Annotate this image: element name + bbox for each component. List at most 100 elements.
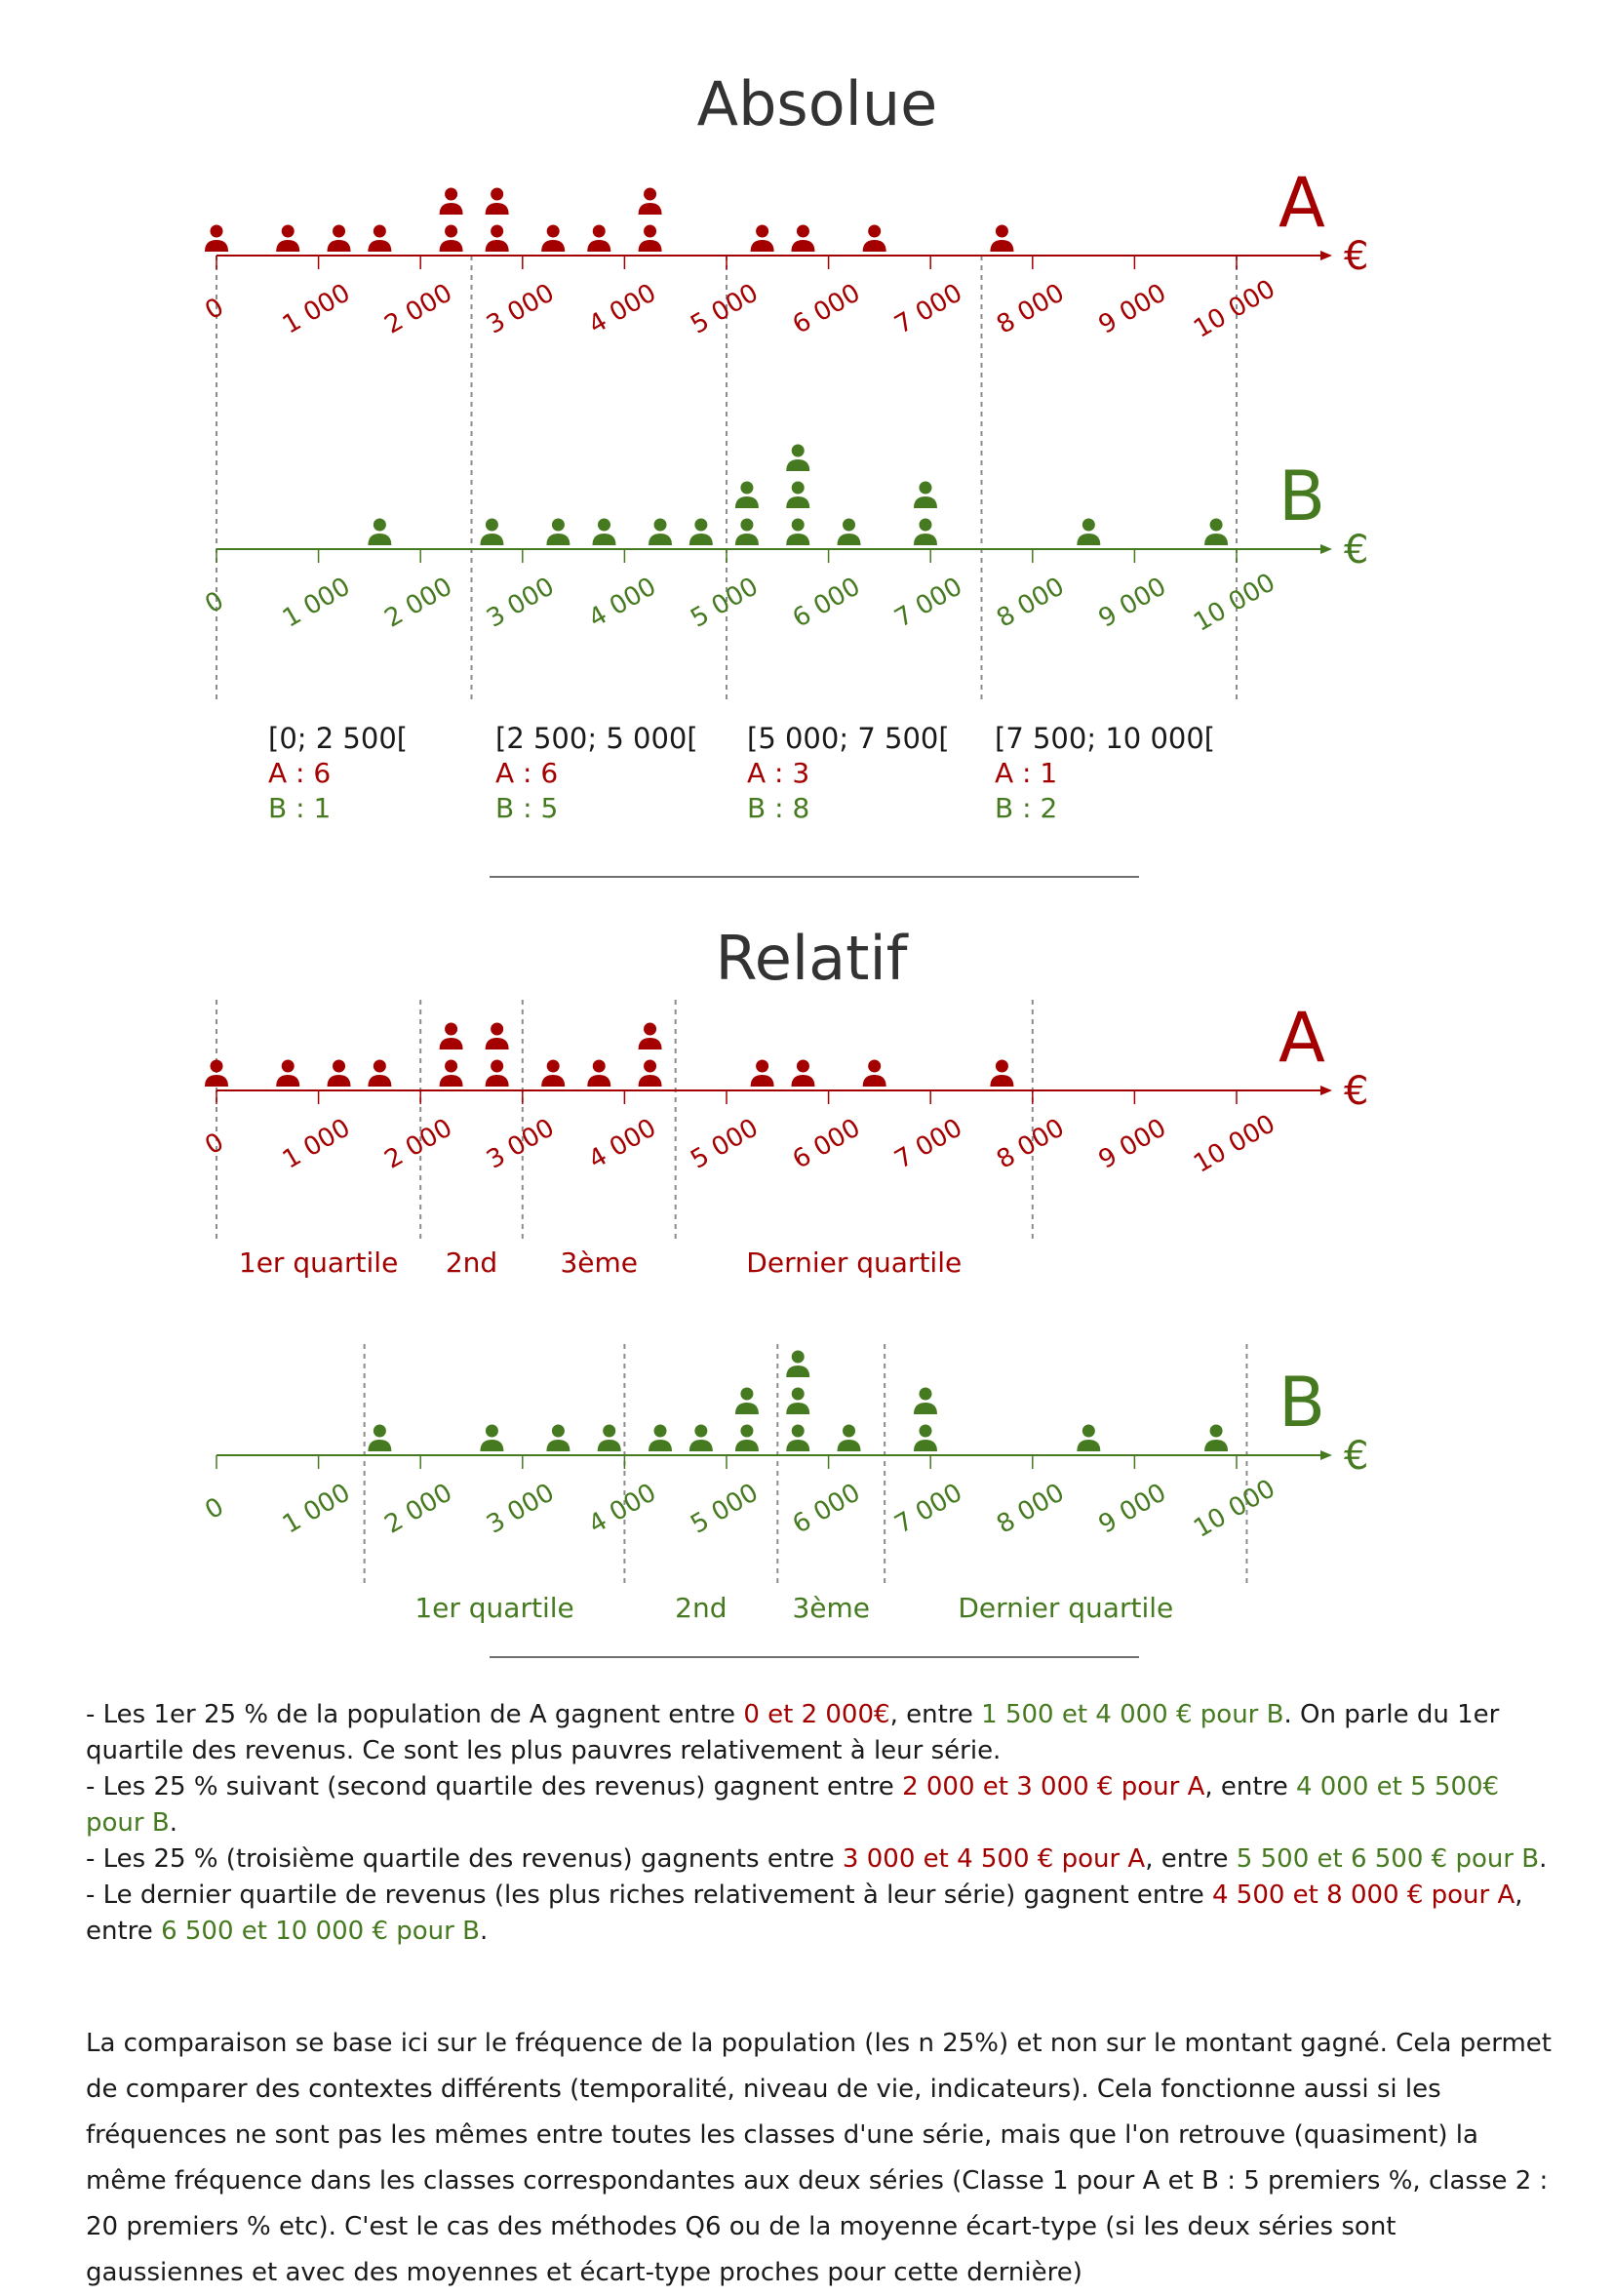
class-count-a: A : 6 xyxy=(268,757,331,789)
tick-label: 0 xyxy=(200,293,228,326)
person-icon xyxy=(734,1387,759,1414)
person-icon xyxy=(368,1059,392,1087)
person-icon xyxy=(597,1424,621,1451)
tick-label: 1 000 xyxy=(278,278,355,339)
axis-arrow xyxy=(1320,1450,1332,1460)
person-icon xyxy=(587,224,611,252)
person-icon xyxy=(546,518,570,545)
person-icon xyxy=(734,518,759,545)
tick-label: 0 xyxy=(200,1492,228,1525)
class-count-b: B : 1 xyxy=(268,792,331,824)
tick-label: 7 000 xyxy=(889,572,966,633)
class-summary: [0; 2 500[A : 6B : 1 xyxy=(268,722,408,824)
person-icon xyxy=(791,1059,815,1087)
tick-label: 8 000 xyxy=(992,278,1069,339)
person-icon xyxy=(734,481,759,508)
person-icon xyxy=(1077,518,1101,545)
class-count-b: B : 8 xyxy=(747,792,809,824)
class-count-b: B : 2 xyxy=(995,792,1057,824)
tick-label: 8 000 xyxy=(992,1478,1069,1539)
person-icon xyxy=(485,224,509,252)
person-icon xyxy=(688,518,713,545)
person-icon xyxy=(587,1059,611,1087)
person-icon xyxy=(913,481,937,508)
person-icon xyxy=(750,1059,774,1087)
person-icon xyxy=(541,224,566,252)
person-icon xyxy=(786,1424,810,1451)
explanation-line-4: - Le dernier quartile de revenus (les pl… xyxy=(86,1880,1523,1946)
series-a-row: €0 1 000 2 000 3 000 4 000 5 000 6 000 7 000 8 0… xyxy=(200,163,1368,344)
person-icon xyxy=(485,1059,509,1087)
quartile-explanation: - Les 1er 25 % de la population de A gag… xyxy=(86,1697,1558,1950)
person-icon xyxy=(638,1022,662,1049)
person-icon xyxy=(439,1022,463,1049)
person-icon xyxy=(913,1424,937,1451)
person-icon xyxy=(485,1022,509,1049)
tick-label: 1 000 xyxy=(278,572,355,633)
person-icon xyxy=(276,1059,300,1087)
tick-label: 8 000 xyxy=(992,1113,1069,1174)
tick-label: 4 000 xyxy=(584,278,661,339)
class-range: [5 000; 7 500[ xyxy=(747,722,950,755)
tick-label: 2 000 xyxy=(379,572,456,633)
tick-label: 4 000 xyxy=(584,1113,661,1174)
tick-label: 3 000 xyxy=(482,1478,559,1539)
range-a-q2: 2 000 et 3 000 € pour A xyxy=(902,1772,1205,1801)
class-count-a: A : 3 xyxy=(747,757,809,789)
absolute-title: Absolue xyxy=(697,68,938,139)
person-icon xyxy=(837,518,861,545)
range-b-q2: 4 000 et 5 500€ pour B xyxy=(86,1772,1500,1838)
person-icon xyxy=(990,224,1014,252)
tick-label: 7 000 xyxy=(889,278,966,339)
class-range: [2 500; 5 000[ xyxy=(495,722,698,755)
range-a-q4: 4 500 et 8 000 € pour A xyxy=(1211,1880,1515,1910)
range-b-q3: 5 500 et 6 500 € pour B xyxy=(1236,1844,1540,1874)
tick-label: 7 000 xyxy=(889,1478,966,1539)
tick-label: 6 000 xyxy=(788,572,865,633)
quartile-label-b: 2nd xyxy=(675,1592,727,1624)
tick-label: 5 000 xyxy=(686,1113,763,1174)
tick-label: 5 000 xyxy=(686,572,763,633)
person-icon xyxy=(327,224,351,252)
quartile-label-a: 1er quartile xyxy=(239,1247,398,1279)
income-distribution-figure: Absolue €0 1 000 2 000 3 000 4 000 5 000 6 000 7… xyxy=(200,68,1368,1658)
series-a-label: A xyxy=(1279,163,1325,243)
tick-label: 7 000 xyxy=(889,1113,966,1174)
series-b-row: €0 1 000 2 000 3 000 4 000 5 000 6 000 7 000 8 0… xyxy=(200,444,1368,638)
person-icon xyxy=(786,1350,810,1377)
series-b-label: B xyxy=(1279,456,1325,536)
range-b-q4: 6 500 et 10 000 € pour B xyxy=(161,1917,480,1946)
range-b-q1: 1 500 et 4 000 € pour B xyxy=(981,1700,1284,1729)
series-a-relative-label: A xyxy=(1279,998,1325,1078)
tick-label: 3 000 xyxy=(482,1113,559,1174)
person-icon xyxy=(649,1424,673,1451)
explanation-line-1: - Les 1er 25 % de la population de A gag… xyxy=(86,1700,1500,1765)
person-icon xyxy=(480,518,504,545)
tick-label: 8 000 xyxy=(992,572,1069,633)
tick-label: 9 000 xyxy=(1094,1113,1171,1174)
axis-arrow xyxy=(1320,544,1332,554)
person-icon xyxy=(990,1059,1014,1087)
tick-label: 6 000 xyxy=(788,278,865,339)
tick-label: 9 000 xyxy=(1094,278,1171,339)
person-icon xyxy=(439,224,463,252)
tick-label: 0 xyxy=(200,586,228,619)
class-range: [0; 2 500[ xyxy=(268,722,408,755)
person-icon xyxy=(786,518,810,545)
person-icon xyxy=(485,187,509,215)
person-icon xyxy=(1204,518,1229,545)
person-icon xyxy=(913,518,937,545)
tick-label: 3 000 xyxy=(482,278,559,339)
person-icon xyxy=(638,187,662,215)
person-icon xyxy=(592,518,616,545)
class-count-b: B : 5 xyxy=(495,792,558,824)
class-summary: [7 500; 10 000[A : 1B : 2 xyxy=(995,722,1215,824)
class-count-a: A : 1 xyxy=(995,757,1057,789)
tick-label: 9 000 xyxy=(1094,1478,1171,1539)
tick-label: 6 000 xyxy=(788,1478,865,1539)
tick-label: 2 000 xyxy=(379,278,456,339)
currency-label: € xyxy=(1344,1069,1368,1114)
person-icon xyxy=(327,1059,351,1087)
explanation-line-3: - Les 25 % (troisième quartile des reven… xyxy=(86,1844,1548,1874)
tick-label: 4 000 xyxy=(584,572,661,633)
